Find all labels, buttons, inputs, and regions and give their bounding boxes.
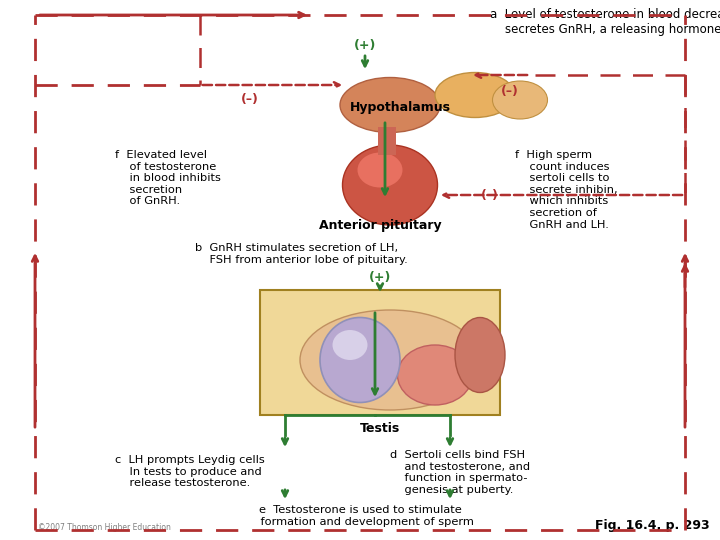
- Text: (+): (+): [369, 272, 391, 285]
- Ellipse shape: [320, 318, 400, 402]
- Bar: [260, 290, 500, 415]
- Text: (+): (+): [354, 38, 376, 51]
- Text: f  Elevated level
    of testosterone
    in blood inhibits
    secretion
    of: f Elevated level of testosterone in bloo…: [115, 150, 221, 206]
- Text: d  Sertoli cells bind FSH
    and testosterone, and
    function in spermato-
  : d Sertoli cells bind FSH and testosteron…: [390, 450, 530, 495]
- Text: (–): (–): [501, 85, 519, 98]
- Bar: [378, 127, 396, 155]
- Ellipse shape: [340, 78, 440, 132]
- Ellipse shape: [397, 345, 472, 405]
- Ellipse shape: [333, 330, 367, 360]
- Text: a  Level of testosterone in blood decreases, the hypothalamus
    secretes GnRH,: a Level of testosterone in blood decreas…: [490, 8, 720, 36]
- Text: e  Testosterone is used to stimulate
    formation and development of sperm: e Testosterone is used to stimulate form…: [246, 505, 474, 526]
- Ellipse shape: [358, 152, 402, 187]
- Text: c  LH prompts Leydig cells
    In tests to produce and
    release testosterone.: c LH prompts Leydig cells In tests to pr…: [115, 455, 265, 488]
- Ellipse shape: [492, 81, 547, 119]
- Ellipse shape: [343, 145, 438, 225]
- Text: (–): (–): [481, 188, 499, 201]
- Text: Testis: Testis: [360, 422, 400, 435]
- Text: f  High sperm
    count induces
    sertoli cells to
    secrete inhibin,
    wh: f High sperm count induces sertoli cells…: [515, 150, 618, 230]
- Text: b  GnRH stimulates secretion of LH,
    FSH from anterior lobe of pituitary.: b GnRH stimulates secretion of LH, FSH f…: [195, 243, 408, 265]
- Text: ©2007 Thomson Higher Education: ©2007 Thomson Higher Education: [38, 523, 171, 532]
- Text: Hypothalamus: Hypothalamus: [349, 100, 451, 113]
- Ellipse shape: [300, 310, 480, 410]
- Text: Fig. 16.4, p. 293: Fig. 16.4, p. 293: [595, 519, 710, 532]
- Ellipse shape: [435, 72, 515, 118]
- Text: (–): (–): [241, 93, 259, 106]
- Ellipse shape: [455, 318, 505, 393]
- Text: Anterior pituitary: Anterior pituitary: [319, 219, 441, 232]
